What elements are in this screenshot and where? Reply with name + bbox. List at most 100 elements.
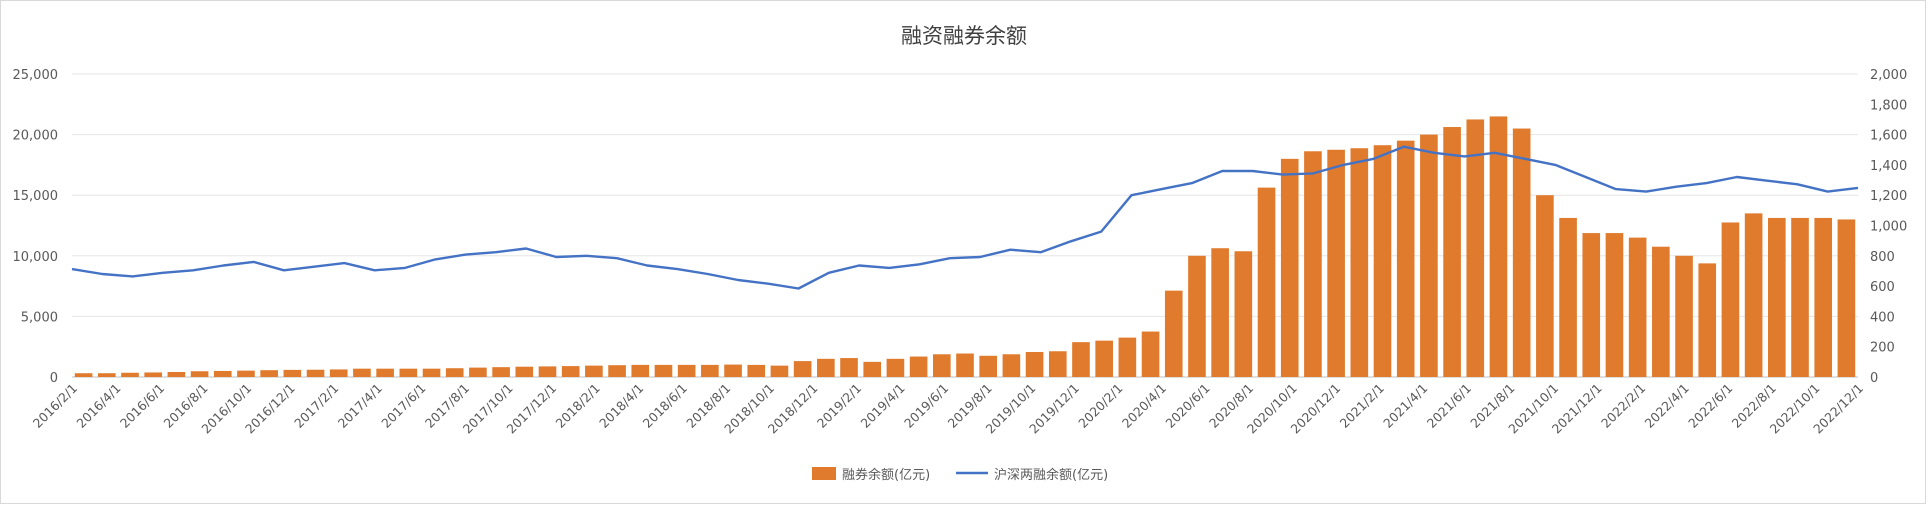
bar: [237, 370, 255, 377]
bar: [492, 367, 510, 377]
bar: [121, 372, 139, 377]
bar: [1489, 116, 1508, 378]
bar: [1327, 149, 1345, 377]
bar: [1304, 151, 1322, 377]
bar: [1443, 127, 1461, 378]
bar: [677, 364, 696, 377]
y-left-tick-label: 15,000: [13, 189, 59, 204]
y-right-tick-label: 200: [1870, 341, 1895, 356]
y-right-tick-label: 1,600: [1870, 129, 1907, 144]
bar: [1698, 263, 1717, 377]
bar: [1721, 222, 1740, 377]
bar: [283, 369, 302, 377]
bar: [1675, 255, 1693, 377]
bar: [376, 368, 394, 377]
bar: [979, 355, 998, 377]
bar: [585, 365, 603, 377]
bar: [701, 364, 719, 377]
line-series: [71, 145, 1859, 290]
bar: [793, 361, 812, 377]
y-right-tick-label: 800: [1870, 250, 1895, 265]
y-right-tick-label: 0: [1870, 371, 1878, 386]
bar: [1095, 340, 1113, 377]
x-tick-label: 2020/4/1: [1119, 381, 1169, 431]
bar: [840, 358, 858, 377]
bar: [1211, 248, 1229, 377]
bar: [1072, 342, 1090, 377]
bar: [1582, 233, 1601, 377]
x-tick-label: 2019/4/1: [857, 381, 907, 431]
bar: [1605, 233, 1624, 377]
y-left-tick-label: 10,000: [13, 250, 59, 265]
y-right-tick-label: 1,000: [1870, 220, 1907, 235]
y-right-tick-label: 2,000: [1870, 68, 1907, 83]
bar: [445, 368, 464, 377]
bar: [1559, 217, 1577, 377]
bar: [956, 353, 974, 377]
x-tick-label: 2017/2/1: [291, 381, 341, 431]
x-tick-label: 2017/4/1: [335, 381, 385, 431]
bar: [190, 371, 209, 377]
bar: [631, 364, 650, 377]
bar: [260, 370, 278, 377]
bar: [422, 368, 441, 377]
bar: [886, 358, 905, 377]
bar: [329, 369, 348, 377]
y-left-tick-label: 5,000: [21, 310, 58, 325]
legend-label-line: 沪深两融余额(亿元): [994, 467, 1108, 483]
bar: [213, 370, 232, 377]
bar: [144, 372, 162, 377]
bar: [515, 366, 534, 377]
x-tick-label: 2016/4/1: [73, 381, 123, 431]
bar: [1791, 217, 1809, 377]
y-left-tick-label: 0: [50, 371, 58, 386]
bar: [724, 364, 742, 377]
bar: [1536, 195, 1554, 377]
x-tick-label: 2020/6/1: [1162, 381, 1212, 431]
bar: [1837, 219, 1856, 377]
bar: [538, 366, 557, 377]
y-right-tick-label: 1,200: [1870, 189, 1907, 204]
x-tick-label: 2019/2/1: [814, 381, 864, 431]
legend-swatch-bars: [812, 467, 836, 480]
bar: [469, 367, 487, 377]
bar: [1118, 337, 1137, 377]
y-left-tick-label: 25,000: [13, 68, 59, 83]
bar: [770, 365, 789, 377]
bar: [1814, 217, 1833, 377]
x-tick-label: 2018/6/1: [640, 381, 690, 431]
bar: [1141, 331, 1160, 377]
bar: [608, 365, 626, 377]
bar: [306, 369, 325, 377]
bar: [97, 373, 116, 377]
bar: [1234, 251, 1253, 377]
y-left-tick-label: 20,000: [13, 129, 59, 144]
x-tick-label: 2020/2/1: [1075, 381, 1125, 431]
x-tick-label: 2022/4/1: [1642, 381, 1692, 431]
x-tick-label: 2021/6/1: [1424, 381, 1474, 431]
y-right-tick-label: 600: [1870, 280, 1895, 295]
y-right-tick-label: 1,400: [1870, 159, 1907, 174]
bar: [747, 364, 766, 377]
x-tick-label: 2018/2/1: [553, 381, 603, 431]
bar: [353, 368, 371, 377]
bar: [1164, 290, 1183, 377]
chart-title: 融资融券余额: [901, 24, 1027, 48]
bar: [932, 354, 951, 377]
bar: [1257, 187, 1276, 377]
x-tick-label: 2019/6/1: [901, 381, 951, 431]
bar: [1652, 246, 1670, 377]
bar: [863, 361, 882, 377]
bar: [1280, 158, 1299, 377]
bar: [167, 372, 186, 377]
x-tick-label: 2021/4/1: [1380, 381, 1430, 431]
y-right-tick-label: 1,800: [1870, 98, 1907, 113]
x-tick-label: 2022/6/1: [1685, 381, 1735, 431]
bar: [817, 358, 835, 377]
bar: [1512, 128, 1531, 377]
x-tick-label: 2021/2/1: [1337, 381, 1387, 431]
x-tick-label: 2016/6/1: [117, 381, 167, 431]
legend-label-bars: 融券余额(亿元): [842, 467, 930, 483]
y-right-tick-label: 400: [1870, 310, 1895, 325]
